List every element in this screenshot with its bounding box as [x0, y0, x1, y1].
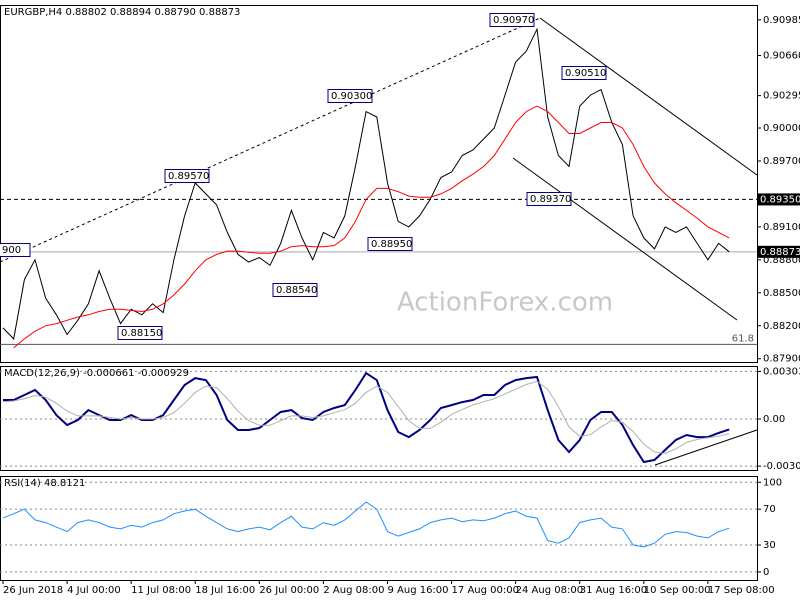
annotation-box — [117, 326, 163, 340]
pane-title: RSI(14) 48.8121 — [4, 478, 85, 489]
trend-line — [654, 429, 758, 466]
pane-title: EURGBP,H4 0.88802 0.88894 0.88790 0.8887… — [4, 7, 240, 18]
annotation-label: 0.90300 — [331, 91, 372, 102]
pane-frame — [0, 5, 758, 363]
series-line — [2, 501, 730, 548]
trend-line — [512, 157, 738, 321]
last-price-label: 0.88873 — [760, 247, 800, 258]
series-line — [2, 27, 730, 340]
annotation-box — [272, 283, 318, 297]
y-tick-label: 70 — [763, 504, 776, 515]
fib-label: 61.8 — [732, 333, 754, 344]
annotation-label: 0.89570 — [168, 171, 209, 182]
x-tick-label: 4 Jul 00:00 — [67, 585, 121, 596]
x-tick-label: 17 Aug 00:00 — [452, 585, 519, 596]
trend-line — [539, 17, 758, 176]
annotation-label: 0.88150 — [121, 328, 162, 339]
y-tick-label: 0.90295 — [763, 91, 800, 102]
watermark: ActionForex.com — [397, 288, 613, 318]
trend-line — [0, 17, 541, 263]
x-tick-label: 26 Jun 2018 — [3, 585, 63, 596]
x-tick-label: 2 Aug 08:00 — [323, 585, 384, 596]
annotation-label: 0.88540 — [276, 285, 317, 296]
x-tick-label: 17 Sep 08:00 — [708, 585, 775, 596]
annotation-box — [489, 13, 535, 27]
annotation-label: 0.88950 — [371, 239, 412, 250]
series-line — [13, 105, 730, 349]
y-tick-label: 0 — [763, 567, 769, 578]
annotation-box — [0, 243, 31, 257]
y-tick-label: -0.003001 — [763, 461, 800, 472]
annotation-box — [164, 169, 210, 183]
y-tick-label: 30 — [763, 540, 776, 551]
pane-frame — [0, 476, 758, 581]
x-tick-label: 9 Aug 16:00 — [387, 585, 448, 596]
annotation-box — [367, 237, 413, 251]
series-line — [2, 380, 730, 455]
x-tick-label: 26 Jul 00:00 — [259, 585, 319, 596]
annotation-label: 0.90970 — [493, 15, 534, 26]
pane-title: MACD(12,26,9) -0.000661 -0.000929 — [4, 368, 189, 379]
annotation-label: 900 — [2, 245, 21, 256]
annotation-box — [561, 66, 607, 80]
annotation-label: 0.90510 — [565, 68, 606, 79]
annotation-box — [327, 89, 373, 103]
x-tick-label: 24 Aug 08:00 — [516, 585, 583, 596]
annotation-box — [526, 192, 572, 206]
x-tick-label: 31 Aug 16:00 — [580, 585, 647, 596]
x-tick-label: 18 Jul 16:00 — [195, 585, 255, 596]
annotation-label: 0.89370 — [530, 194, 571, 205]
x-tick-label: 11 Jul 08:00 — [131, 585, 191, 596]
last-price-box — [757, 245, 800, 258]
y-tick-label: 0.90985 — [763, 15, 800, 26]
pane-frame — [0, 366, 758, 471]
y-tick-label: 0.00 — [763, 414, 785, 425]
level-box — [757, 193, 800, 206]
x-tick-label: 10 Sep 00:00 — [644, 585, 711, 596]
y-tick-label: 100 — [763, 477, 782, 488]
level-label: 0.89350 — [760, 194, 800, 205]
y-tick-label: 0.003034 — [763, 366, 800, 377]
